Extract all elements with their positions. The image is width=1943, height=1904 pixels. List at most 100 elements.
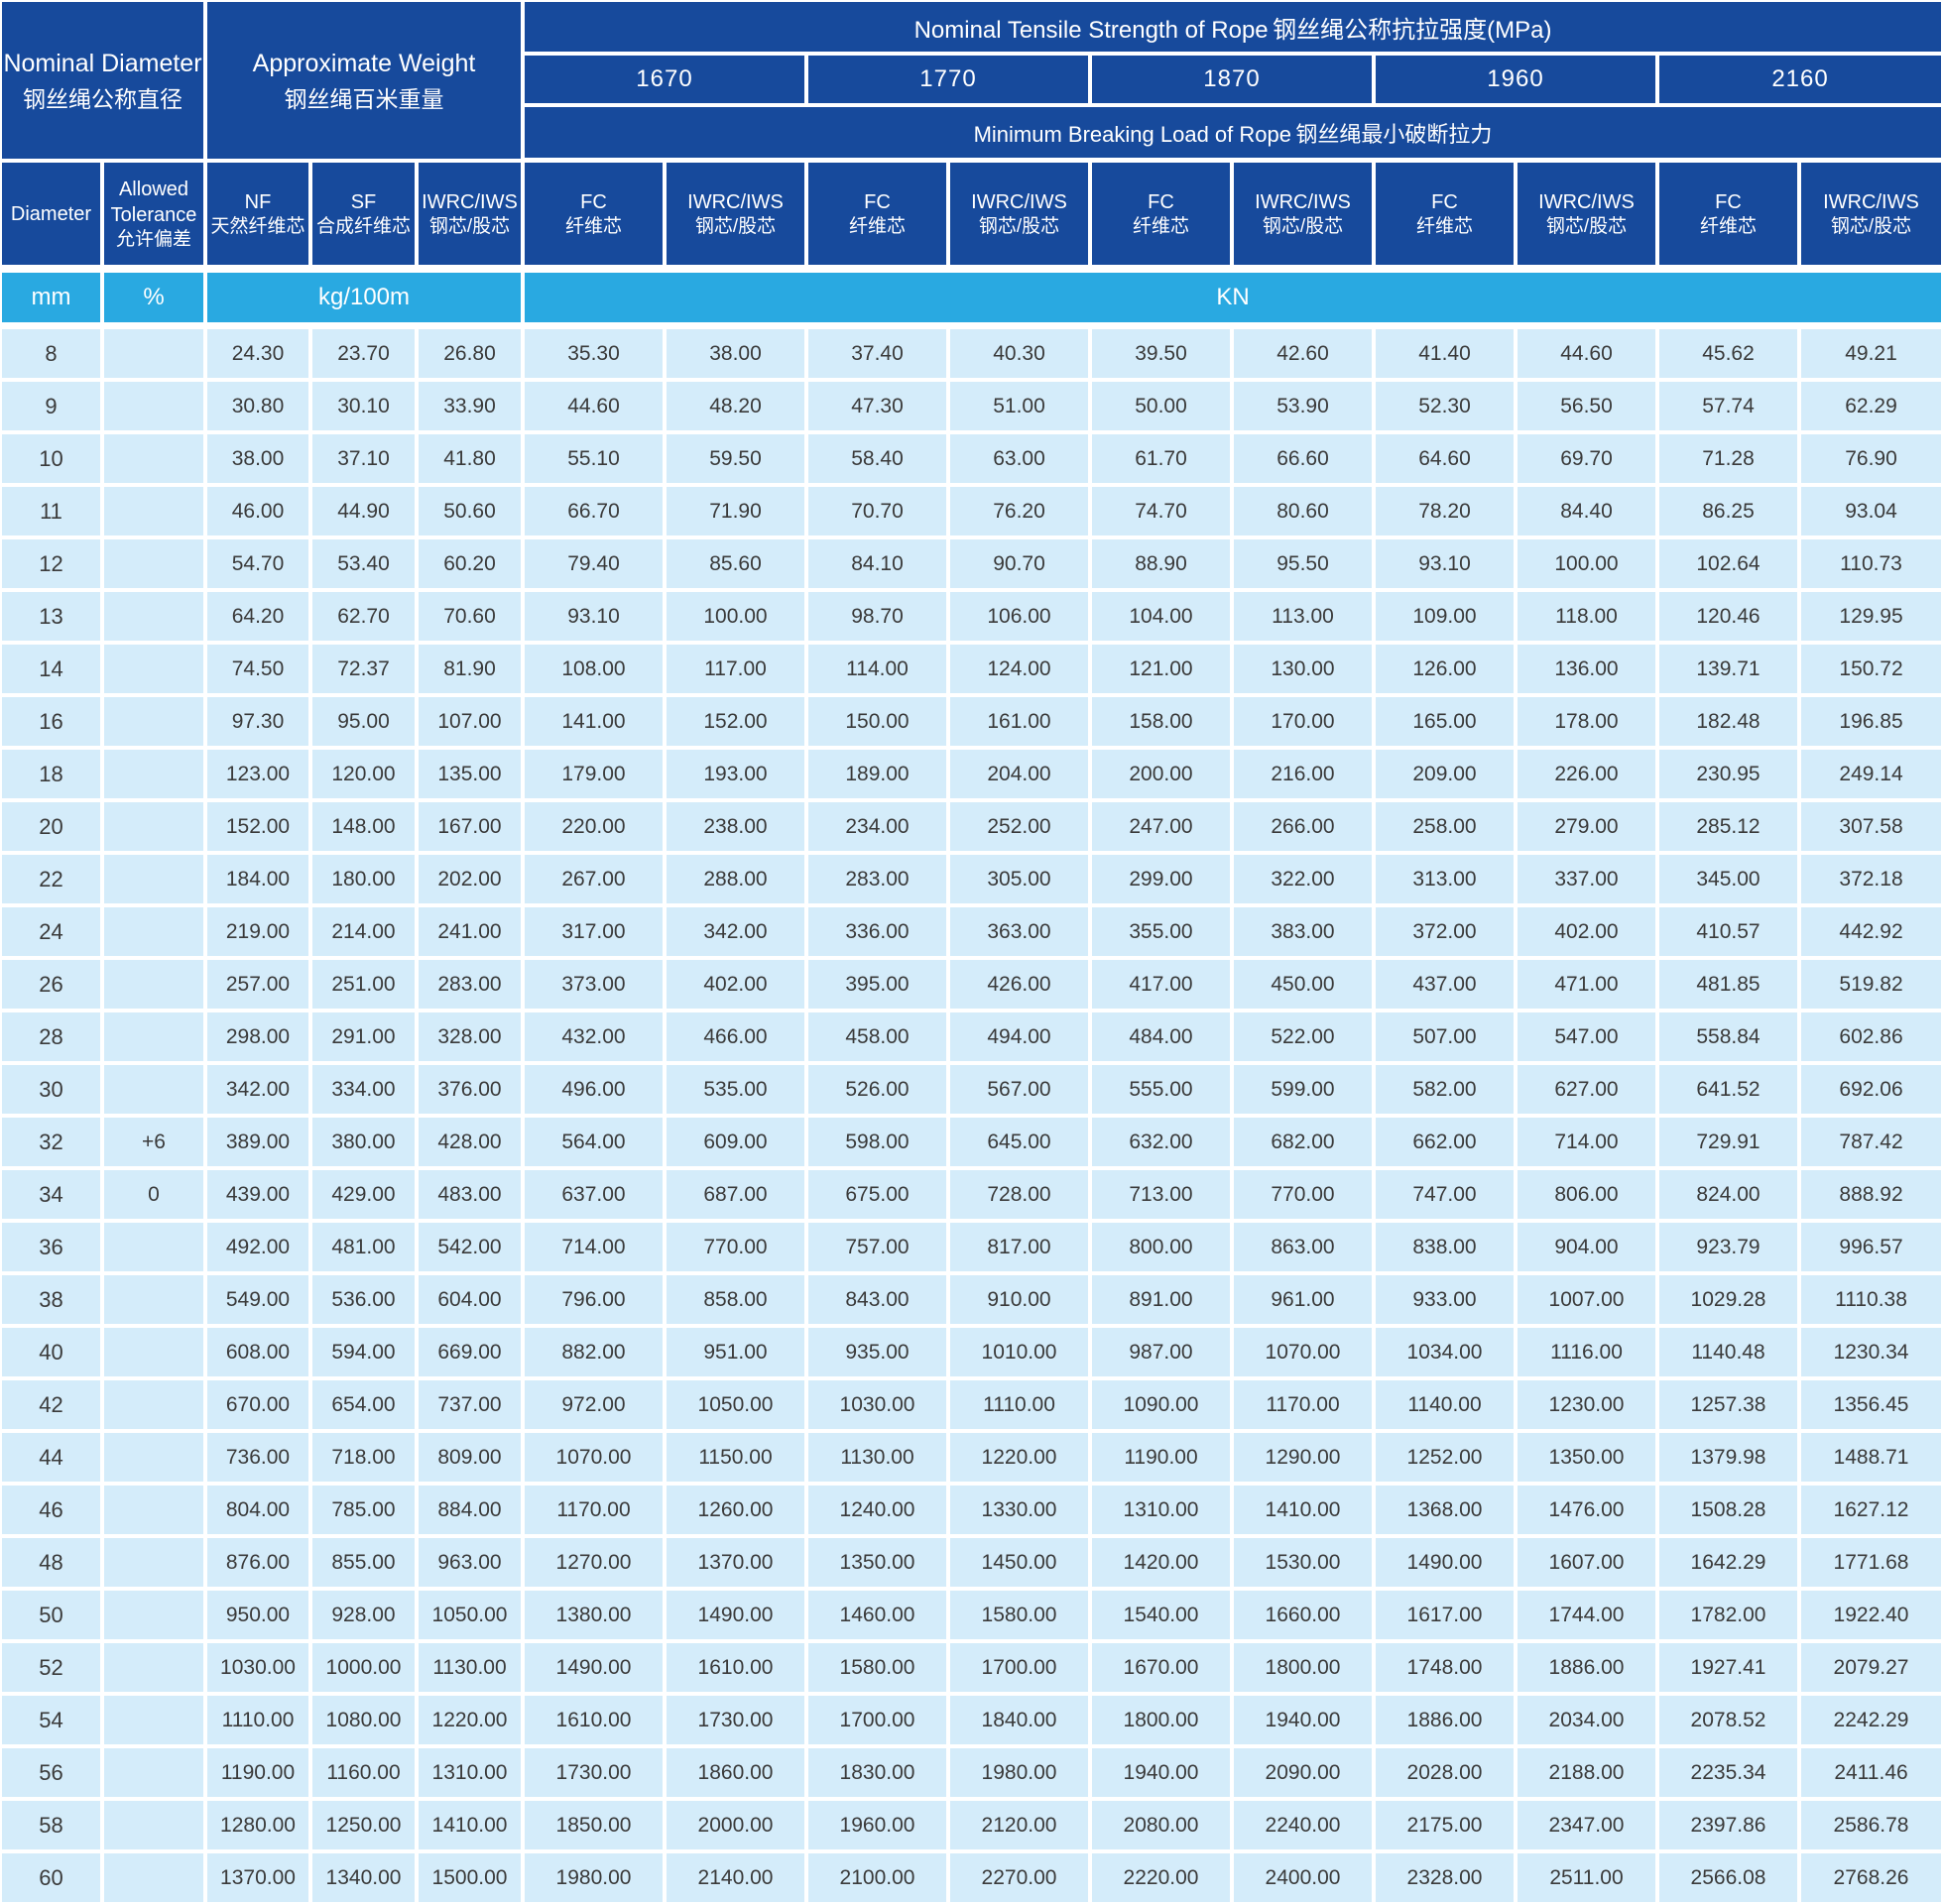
value-cell: 1150.00 (665, 1431, 806, 1484)
col-header-nf: NF 天然纤维芯 (205, 161, 310, 270)
table-row: 36 492.00 481.00 542.00 714.00 770.00 757.00 81… (0, 1221, 1943, 1273)
value-cell: 1744.00 (1516, 1589, 1657, 1641)
value-cell: 1610.00 (665, 1641, 806, 1694)
col-header-tolerance: Allowed Tolerance 允许偏差 (102, 161, 205, 270)
tolerance-cell (102, 1221, 205, 1273)
value-cell: 910.00 (948, 1273, 1090, 1326)
value-cell: 74.50 (205, 643, 310, 695)
value-cell: 45.62 (1657, 327, 1799, 380)
value-cell: 1610.00 (523, 1694, 665, 1746)
value-cell: 714.00 (523, 1221, 665, 1273)
value-cell: 113.00 (1232, 590, 1374, 643)
value-cell: 152.00 (205, 800, 310, 853)
value-cell: 50.60 (417, 485, 523, 537)
value-cell: 114.00 (806, 643, 948, 695)
tolerance-cell (102, 1746, 205, 1799)
value-cell: 80.60 (1232, 485, 1374, 537)
value-cell: 417.00 (1090, 958, 1232, 1011)
value-cell: 1980.00 (523, 1851, 665, 1904)
value-cell: 426.00 (948, 958, 1090, 1011)
value-cell: 855.00 (310, 1536, 417, 1589)
tolerance-cell (102, 1431, 205, 1484)
tolerance-cell (102, 748, 205, 800)
value-cell: 439.00 (205, 1168, 310, 1221)
value-cell: 53.40 (310, 537, 417, 590)
value-cell: 56.50 (1516, 380, 1657, 432)
value-cell: 2586.78 (1799, 1799, 1943, 1851)
value-cell: 345.00 (1657, 853, 1799, 905)
tolerance-cell (102, 643, 205, 695)
value-cell: 1130.00 (806, 1431, 948, 1484)
value-cell: 178.00 (1516, 695, 1657, 748)
value-cell: 62.29 (1799, 380, 1943, 432)
value-cell: 342.00 (205, 1063, 310, 1116)
value-cell: 1070.00 (1232, 1326, 1374, 1378)
value-cell: 129.95 (1799, 590, 1943, 643)
value-cell: 599.00 (1232, 1063, 1374, 1116)
value-cell: 961.00 (1232, 1273, 1374, 1326)
value-cell: 1771.68 (1799, 1536, 1943, 1589)
fc-label-zh: 纤维芯 (564, 215, 622, 237)
value-cell: 76.20 (948, 485, 1090, 537)
header-approximate-weight: Approximate Weight 钢丝绳百米重量 (205, 0, 523, 161)
value-cell: 670.00 (205, 1378, 310, 1431)
table-row: 38 549.00 536.00 604.00 796.00 858.00 843.00 91… (0, 1273, 1943, 1326)
tolerance-cell (102, 1694, 205, 1746)
value-cell: 996.57 (1799, 1221, 1943, 1273)
diameter-cell: 54 (0, 1694, 102, 1746)
value-cell: 1886.00 (1516, 1641, 1657, 1694)
value-cell: 71.28 (1657, 432, 1799, 485)
value-cell: 84.10 (806, 537, 948, 590)
value-cell: 1580.00 (948, 1589, 1090, 1641)
tensile-strength-label-en: Nominal Tensile Strength of Rope (913, 16, 1269, 44)
value-cell: 64.20 (205, 590, 310, 643)
value-cell: 1410.00 (417, 1799, 523, 1851)
value-cell: 555.00 (1090, 1063, 1232, 1116)
value-cell: 363.00 (948, 905, 1090, 958)
value-cell: 1730.00 (523, 1746, 665, 1799)
value-cell: 1350.00 (1516, 1431, 1657, 1484)
value-cell: 50.00 (1090, 380, 1232, 432)
value-cell: 1240.00 (806, 1484, 948, 1536)
nominal-diameter-label-en: Nominal Diameter (3, 50, 202, 78)
value-cell: 170.00 (1232, 695, 1374, 748)
value-cell: 1050.00 (417, 1589, 523, 1641)
value-cell: 279.00 (1516, 800, 1657, 853)
value-cell: 770.00 (665, 1221, 806, 1273)
value-cell: 604.00 (417, 1273, 523, 1326)
value-cell: 62.70 (310, 590, 417, 643)
value-cell: 252.00 (948, 800, 1090, 853)
diameter-cell: 34 (0, 1168, 102, 1221)
value-cell: 884.00 (417, 1484, 523, 1536)
value-cell: 1700.00 (948, 1641, 1090, 1694)
value-cell: 736.00 (205, 1431, 310, 1484)
value-cell: 1800.00 (1232, 1641, 1374, 1694)
value-cell: 858.00 (665, 1273, 806, 1326)
value-cell: 30.80 (205, 380, 310, 432)
diameter-cell: 16 (0, 695, 102, 748)
value-cell: 136.00 (1516, 643, 1657, 695)
diameter-cell: 60 (0, 1851, 102, 1904)
value-cell: 86.25 (1657, 485, 1799, 537)
value-cell: 336.00 (806, 905, 948, 958)
tolerance-cell (102, 485, 205, 537)
value-cell: 1190.00 (1090, 1431, 1232, 1484)
value-cell: 1330.00 (948, 1484, 1090, 1536)
value-cell: 95.50 (1232, 537, 1374, 590)
value-cell: 380.00 (310, 1116, 417, 1168)
value-cell: 1220.00 (948, 1431, 1090, 1484)
value-cell: 2080.00 (1090, 1799, 1232, 1851)
fc-label-zh: 纤维芯 (1132, 215, 1189, 237)
value-cell: 95.00 (310, 695, 417, 748)
value-cell: 200.00 (1090, 748, 1232, 800)
value-cell: 888.92 (1799, 1168, 1943, 1221)
sf-label-en: SF (350, 190, 377, 213)
value-cell: 49.21 (1799, 327, 1943, 380)
value-cell: 2188.00 (1516, 1746, 1657, 1799)
col-header-iwrc: IWRC/IWS 钢芯/股芯 (665, 161, 806, 270)
value-cell: 121.00 (1090, 643, 1232, 695)
value-cell: 824.00 (1657, 1168, 1799, 1221)
value-cell: 481.00 (310, 1221, 417, 1273)
value-cell: 38.00 (665, 327, 806, 380)
grade-2160: 2160 (1657, 54, 1943, 105)
